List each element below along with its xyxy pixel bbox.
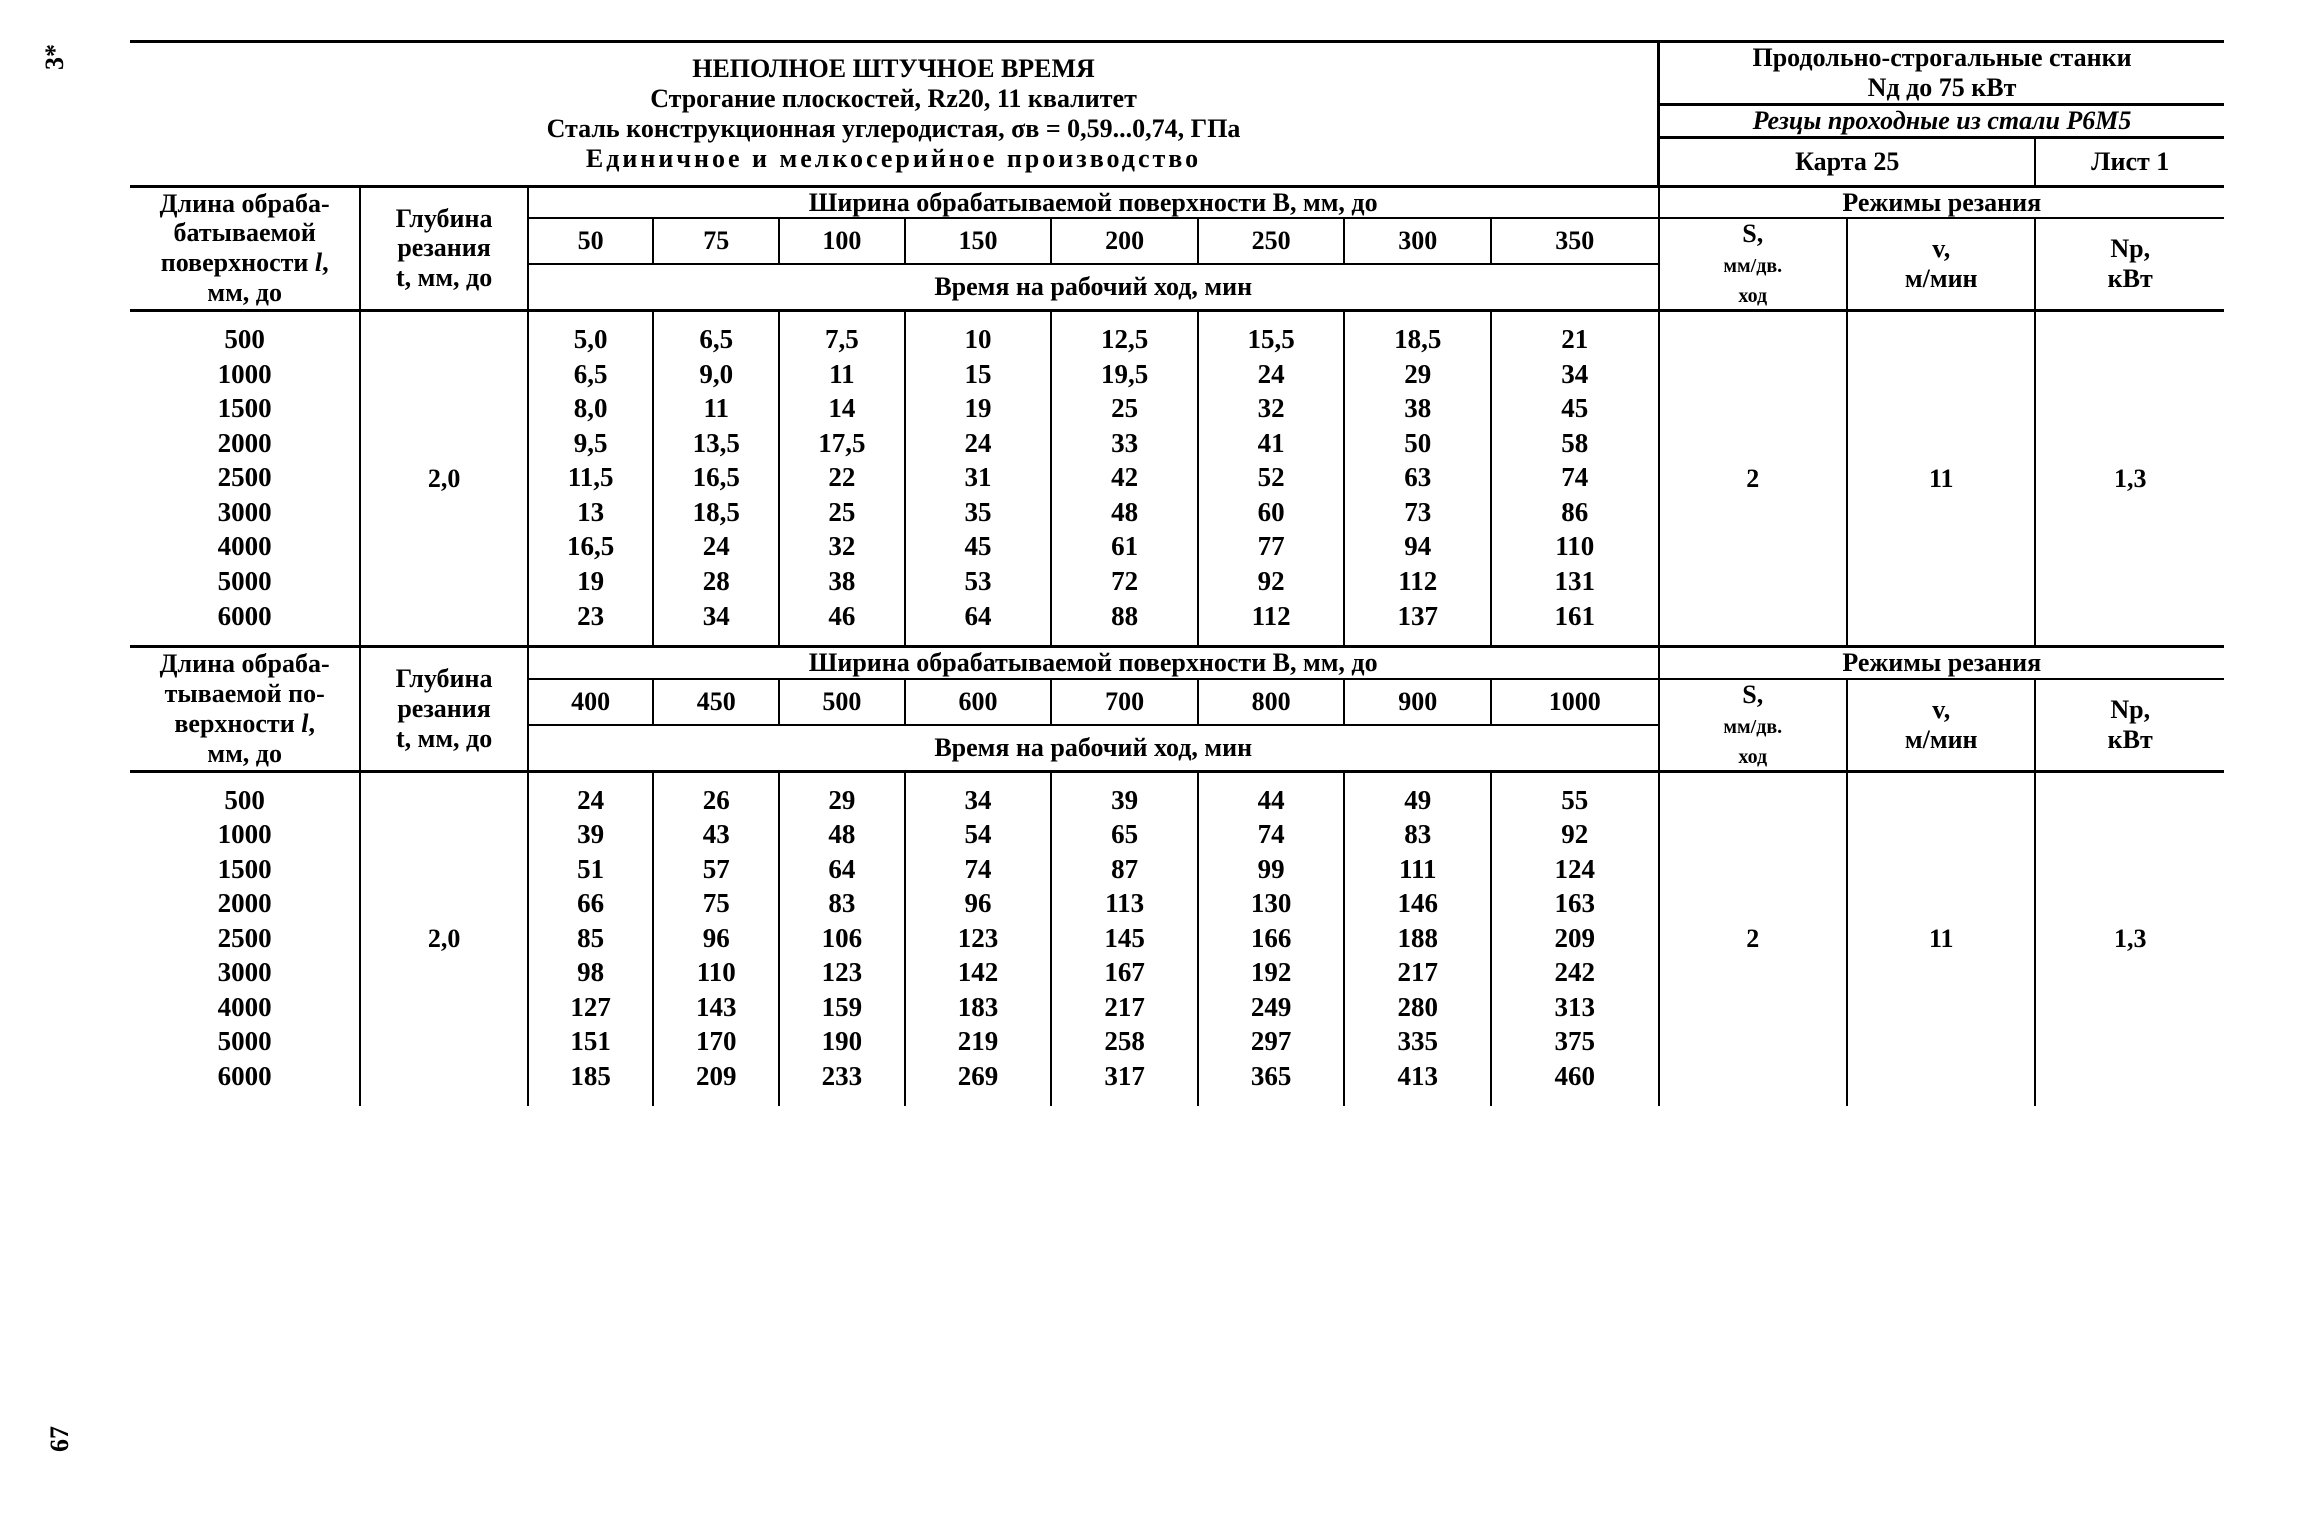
machine-info: Продольно-строгальные станки Nд до 75 кВ… — [1659, 42, 2224, 105]
n-header-1: Nр, кВт — [2035, 218, 2224, 310]
v-val-2: 11 — [1847, 771, 2035, 1105]
width-span-header-1: Ширина обрабатываемой поверхности B, мм,… — [528, 186, 1659, 218]
modes-header-2: Режимы резания — [1659, 647, 2224, 679]
w2-4: 700 — [1051, 679, 1198, 725]
w1-2: 100 — [779, 218, 905, 264]
v-l1: v, — [1932, 234, 1950, 263]
b1-c5: 15,524324152607792112 — [1198, 311, 1345, 647]
length-header-2: Длина обраба-тываемой по-верхности l,мм,… — [130, 647, 360, 772]
s-header-2: S, мм/дв. ход — [1659, 679, 1847, 771]
b2-c5: 447499130166192249297365 — [1198, 771, 1345, 1105]
n-val-1: 1,3 — [2035, 311, 2224, 647]
lengths-2: 50010001500200025003000400050006000 — [130, 771, 360, 1105]
w2-5: 800 — [1198, 679, 1345, 725]
n2-l2: кВт — [2108, 725, 2153, 754]
w1-0: 50 — [528, 218, 654, 264]
depth-1: 2,0 — [360, 311, 528, 647]
s2-l1: S, — [1742, 680, 1763, 709]
w1-6: 300 — [1344, 218, 1491, 264]
w1-4: 200 — [1051, 218, 1198, 264]
v-val-1: 11 — [1847, 311, 2035, 647]
w2-7: 1000 — [1491, 679, 1659, 725]
s-l3: ход — [1738, 285, 1767, 307]
b1-c6: 18,5293850637394112137 — [1344, 311, 1491, 647]
b1-c7: 213445587486110131161 — [1491, 311, 1659, 647]
w2-1: 450 — [653, 679, 779, 725]
depth-header-2: Глубинарезанияt, мм, до — [360, 647, 528, 772]
w2-3: 600 — [905, 679, 1052, 725]
s2-l2: мм/дв. — [1723, 716, 1782, 738]
title-line-3: Сталь конструкционная углеродистая, σв =… — [130, 114, 1657, 144]
n-header-2: Nр, кВт — [2035, 679, 2224, 771]
gutter-mark-bottom: 67 — [45, 1426, 75, 1452]
s-l2: мм/дв. — [1723, 255, 1782, 277]
b2-c1: 2643577596110143170209 — [653, 771, 779, 1105]
w1-5: 250 — [1198, 218, 1345, 264]
b2-c6: 4983111146188217280335413 — [1344, 771, 1491, 1105]
lengths-1: 50010001500200025003000400050006000 — [130, 311, 360, 647]
v-header-2: v, м/мин — [1847, 679, 2035, 771]
card-title: НЕПОЛНОЕ ШТУЧНОЕ ВРЕМЯ Строгание плоскос… — [130, 42, 1659, 187]
time-span-header-2: Время на рабочий ход, мин — [528, 725, 1659, 771]
v-l2: м/мин — [1905, 264, 1978, 293]
n-l1: Nр, — [2110, 234, 2150, 263]
b2-c0: 243951668598127151185 — [528, 771, 654, 1105]
b2-c2: 29486483106123159190233 — [779, 771, 905, 1105]
n-val-2: 1,3 — [2035, 771, 2224, 1105]
machine-line-2: Nд до 75 кВт — [1660, 73, 2224, 103]
s-val-2: 2 — [1659, 771, 1847, 1105]
b1-c0: 5,06,58,09,511,51316,51923 — [528, 311, 654, 647]
b2-c3: 34547496123142183219269 — [905, 771, 1052, 1105]
depth-header-1: Глубинарезанияt, мм, до — [360, 186, 528, 311]
s-header-1: S, мм/дв. ход — [1659, 218, 1847, 310]
machine-line-1: Продольно-строгальные станки — [1660, 43, 2224, 73]
title-line-2: Строгание плоскостей, Rz20, 11 квалитет — [130, 84, 1657, 114]
v2-l1: v, — [1932, 695, 1950, 724]
depth-2: 2,0 — [360, 771, 528, 1105]
w1-3: 150 — [905, 218, 1052, 264]
n2-l1: Nр, — [2110, 695, 2150, 724]
b1-c2: 7,5111417,52225323846 — [779, 311, 905, 647]
width-span-header-2: Ширина обрабатываемой поверхности B, мм,… — [528, 647, 1659, 679]
v-header-1: v, м/мин — [1847, 218, 2035, 310]
b2-c4: 396587113145167217258317 — [1051, 771, 1198, 1105]
gutter-mark-top: 3* — [40, 44, 70, 70]
reference-card-table: НЕПОЛНОЕ ШТУЧНОЕ ВРЕМЯ Строгание плоскос… — [130, 40, 2224, 1106]
w2-2: 500 — [779, 679, 905, 725]
length-header-1: Длина обраба-батываемойповерхности l,мм,… — [130, 186, 360, 311]
card-number: Карта 25 — [1659, 137, 2036, 186]
time-span-header-1: Время на рабочий ход, мин — [528, 264, 1659, 310]
b2-c7: 5592124163209242313375460 — [1491, 771, 1659, 1105]
s-val-1: 2 — [1659, 311, 1847, 647]
b1-c3: 101519243135455364 — [905, 311, 1052, 647]
w2-6: 900 — [1344, 679, 1491, 725]
v2-l2: м/мин — [1905, 725, 1978, 754]
s-l1: S, — [1742, 219, 1763, 248]
title-line-1: НЕПОЛНОЕ ШТУЧНОЕ ВРЕМЯ — [130, 54, 1657, 84]
w2-0: 400 — [528, 679, 654, 725]
title-line-4: Единичное и мелкосерийное производство — [130, 144, 1657, 174]
w1-1: 75 — [653, 218, 779, 264]
tool-info: Резцы проходные из стали Р6М5 — [1659, 104, 2224, 137]
w1-7: 350 — [1491, 218, 1659, 264]
n-l2: кВт — [2108, 264, 2153, 293]
sheet-number: Лист 1 — [2035, 137, 2224, 186]
b1-c1: 6,59,01113,516,518,5242834 — [653, 311, 779, 647]
s2-l3: ход — [1738, 746, 1767, 768]
modes-header-1: Режимы резания — [1659, 186, 2224, 218]
b1-c4: 12,519,525334248617288 — [1051, 311, 1198, 647]
